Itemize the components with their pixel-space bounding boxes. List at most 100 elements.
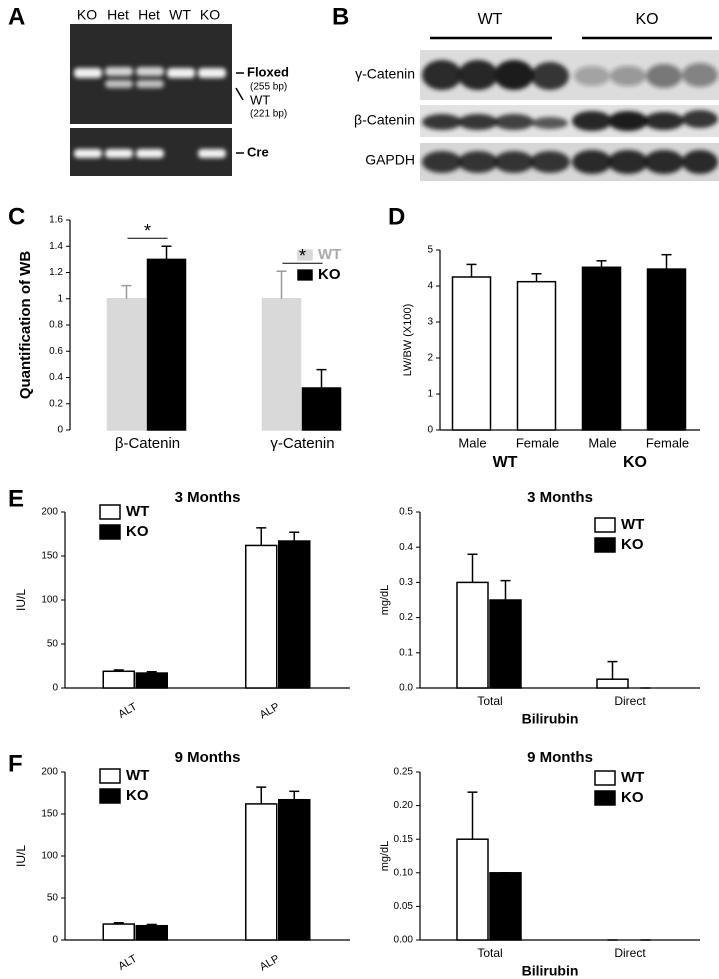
bar [135, 672, 168, 689]
bar [102, 923, 135, 941]
x-tick-label: Female [646, 435, 689, 450]
x-tick-label: ALP [258, 953, 282, 974]
y-tick-label: 200 [41, 507, 58, 518]
y-tick-label: 1.6 [49, 215, 63, 226]
y-axis-label: mg/dL [379, 585, 391, 616]
y-tick-label: 150 [41, 809, 58, 820]
legend-label: KO [126, 523, 149, 540]
y-tick-label: 0 [52, 935, 58, 946]
y-tick-label: 0.2 [399, 612, 413, 623]
legend-swatch [594, 770, 616, 786]
bar [456, 838, 489, 941]
y-axis-label: IU/L [14, 589, 28, 611]
bar [646, 268, 687, 431]
y-axis-label: mg/dL [379, 841, 391, 872]
y-tick-label: 100 [41, 851, 58, 862]
legend-swatch [594, 517, 616, 533]
y-axis-label: IU/L [14, 845, 28, 867]
y-tick-label: 1.4 [49, 241, 63, 252]
x-tick-label: γ-Catenin [270, 435, 334, 452]
y-tick-label: 0 [57, 425, 63, 436]
lane-label: Het [107, 7, 129, 23]
bar [489, 872, 522, 941]
legend-swatch [99, 788, 121, 804]
legend-label: KO [621, 536, 644, 553]
panel-letter: D [388, 203, 405, 230]
y-tick-label: 0.15 [394, 834, 414, 845]
panel-letter: C [8, 203, 25, 230]
legend-label: WT [318, 246, 341, 263]
x-axis-label: Bilirubin [522, 711, 579, 727]
band-label: WT [250, 92, 270, 107]
y-tick-label: 50 [47, 893, 59, 904]
bar [596, 678, 629, 689]
x-axis-label: Bilirubin [522, 963, 579, 979]
chart-title: 9 Months [527, 749, 593, 766]
x-tick-label: ALP [258, 701, 282, 722]
y-tick-label: 150 [41, 551, 58, 562]
legend-swatch [594, 790, 616, 806]
y-tick-label: 0.25 [394, 767, 414, 778]
bar [106, 298, 147, 431]
x-tick-label: Male [458, 435, 486, 450]
bar [581, 266, 622, 431]
y-tick-label: 0.3 [399, 577, 413, 588]
y-tick-label: 0.4 [399, 542, 413, 553]
x-tick-label: Total [477, 946, 502, 960]
y-tick-label: 0.0 [399, 683, 413, 694]
lane-label: WT [169, 7, 191, 23]
y-tick-label: 0.20 [394, 800, 414, 811]
legend-label: KO [318, 266, 341, 283]
y-tick-label: 0.6 [49, 346, 63, 357]
x-tick-label: Total [477, 694, 502, 708]
y-axis-label: Quantification of WB [17, 251, 34, 399]
legend-swatch [297, 269, 313, 281]
panel-letter: E [8, 485, 24, 512]
legend-label: KO [621, 789, 644, 806]
bar [135, 924, 168, 941]
y-tick-label: 0.2 [49, 398, 63, 409]
legend-swatch [99, 504, 121, 520]
x-tick-label: ALT [116, 953, 139, 973]
y-tick-label: 0.8 [49, 320, 63, 331]
band-size: (221 bp) [250, 109, 287, 120]
legend-swatch [594, 537, 616, 553]
panel-letter: B [332, 3, 349, 30]
significance-label: * [299, 246, 306, 266]
legend-label: KO [126, 787, 149, 804]
y-tick-label: 0.10 [394, 867, 414, 878]
row-label: γ-Catenin [355, 66, 415, 82]
lane-label: KO [77, 7, 97, 23]
x-tick-label: β-Catenin [115, 435, 180, 452]
y-tick-label: 0 [52, 683, 58, 694]
bar [102, 670, 135, 689]
row-label: β-Catenin [354, 112, 415, 128]
y-tick-label: 0.1 [399, 647, 413, 658]
y-tick-label: 4 [427, 281, 433, 292]
x-tick-label: Direct [614, 694, 646, 708]
y-tick-label: 0.5 [399, 507, 413, 518]
bar [146, 258, 187, 431]
chart-title: 3 Months [175, 489, 241, 506]
band-label: Floxed [247, 64, 289, 79]
y-tick-label: 5 [427, 245, 433, 256]
legend-label: WT [621, 516, 644, 533]
bar [451, 276, 492, 431]
chart-title: 9 Months [175, 749, 241, 766]
legend-label: WT [126, 767, 149, 784]
y-tick-label: 100 [41, 595, 58, 606]
y-axis-label: LW/BW (X100) [402, 304, 414, 377]
lane-label: KO [200, 7, 220, 23]
group-label: WT [478, 11, 503, 28]
legend-label: WT [621, 769, 644, 786]
x-tick-label: Female [516, 435, 559, 450]
bar [261, 298, 302, 431]
legend-swatch [99, 768, 121, 784]
gel-image [70, 24, 232, 176]
y-tick-label: 0 [427, 425, 433, 436]
x-tick-label: ALT [116, 701, 139, 721]
bar [489, 599, 522, 689]
y-tick-label: 1.2 [49, 267, 63, 278]
group-label: WT [493, 454, 518, 471]
y-tick-label: 0.4 [49, 372, 63, 383]
